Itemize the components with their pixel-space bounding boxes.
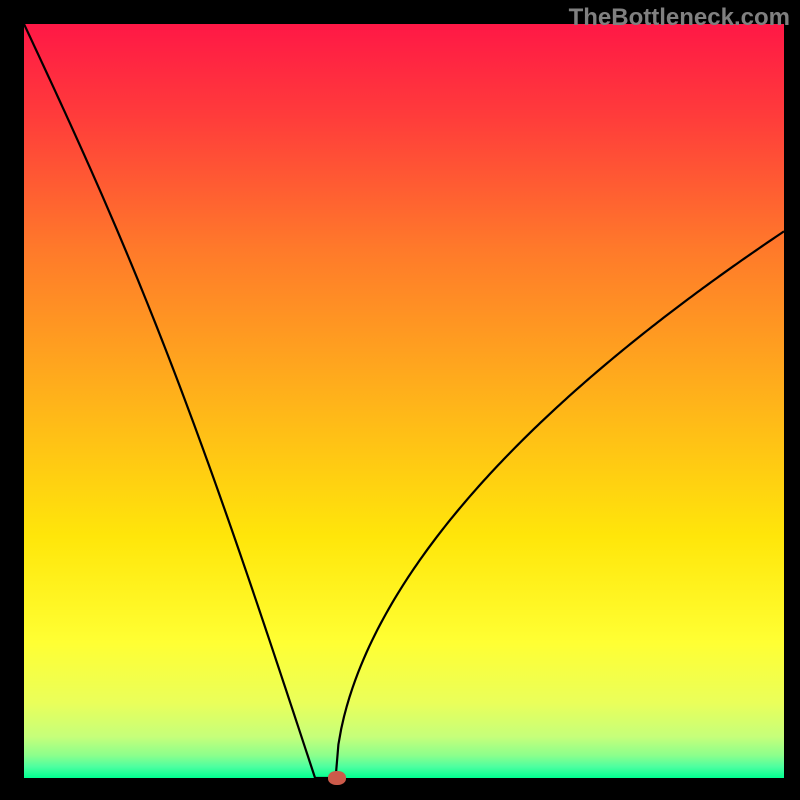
bottleneck-curve — [24, 24, 784, 778]
watermark-text: TheBottleneck.com — [569, 4, 790, 32]
plot-area — [24, 24, 784, 778]
optimum-marker — [328, 771, 346, 785]
